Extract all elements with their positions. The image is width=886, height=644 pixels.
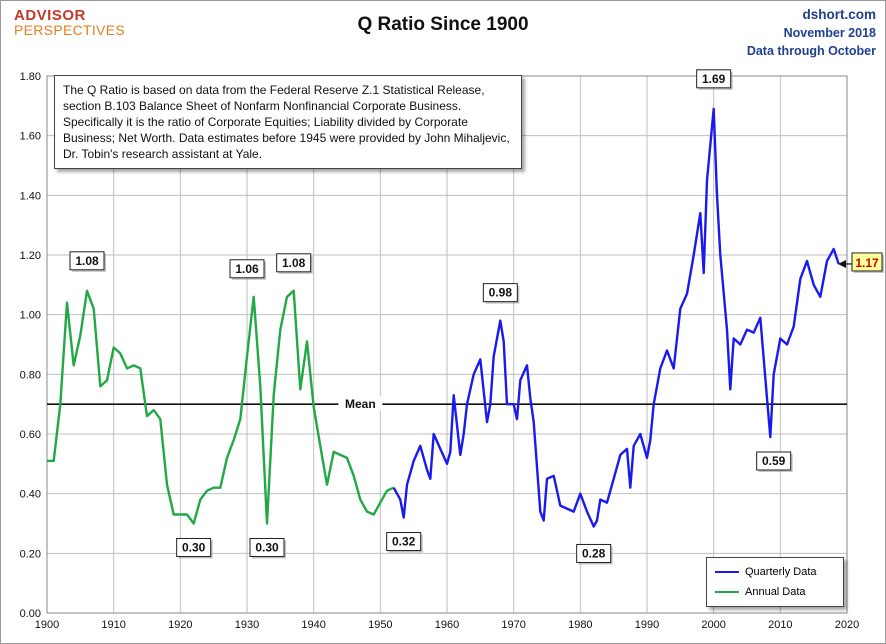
point-label-5: 0.32 (386, 532, 423, 553)
series-line-quarterly (392, 107, 840, 528)
point-label-box (249, 538, 285, 557)
point-label-text: 1.08 (282, 256, 306, 270)
y-tick-label-0.00: 0.00 (20, 608, 41, 620)
logo-line-1: ADVISOR (14, 7, 86, 24)
legend: Quarterly Data Annual Data (706, 557, 844, 607)
point-label-text: 1.08 (75, 254, 99, 268)
y-tick-label-1.20: 1.20 (20, 250, 41, 262)
point-label-6: 0.98 (482, 283, 520, 304)
x-tick-label-1990: 1990 (635, 619, 659, 631)
x-tick-label-1940: 1940 (301, 619, 325, 631)
point-label-box (696, 69, 732, 89)
x-tick-label-2000: 2000 (701, 619, 725, 631)
y-tick-label-1.00: 1.00 (20, 310, 41, 322)
point-label-4: 1.08 (276, 253, 313, 274)
y-tick-label-0.60: 0.60 (20, 429, 41, 441)
point-label-0: 1.08 (69, 251, 106, 272)
annotation-box: The Q Ratio is based on data from the Fe… (54, 75, 522, 169)
point-label-7: 0.28 (576, 543, 613, 565)
point-label-box (576, 543, 612, 563)
y-tick-label-0.20: 0.20 (20, 548, 41, 560)
chart-title: Q Ratio Since 1900 (357, 14, 529, 35)
legend-swatch-quarterly (715, 571, 739, 573)
point-label-box (756, 451, 792, 471)
legend-item-quarterly: Quarterly Data (715, 565, 817, 579)
x-tick-label-1970: 1970 (501, 619, 525, 631)
x-tick-label-1980: 1980 (568, 619, 592, 631)
point-label-text: 0.32 (392, 535, 416, 549)
point-label-text: 1.69 (702, 72, 726, 86)
point-label-9: 0.59 (756, 451, 793, 472)
point-label-2: 1.06 (229, 259, 266, 280)
point-label-text: 0.30 (182, 541, 206, 555)
x-tick-label-1960: 1960 (435, 619, 459, 631)
y-tick-label-0.80: 0.80 (20, 369, 41, 381)
point-label-text: 0.28 (582, 546, 606, 560)
current-value-label: 1.17 (855, 256, 879, 270)
point-label-box (229, 259, 265, 279)
source-site: dshort.com (802, 7, 876, 22)
x-tick-label-2010: 2010 (768, 619, 792, 631)
x-tick-label-1930: 1930 (235, 619, 259, 631)
legend-label-quarterly: Quarterly Data (745, 566, 817, 578)
legend-label-annual: Annual Data (745, 586, 806, 598)
x-tick-label-1920: 1920 (168, 619, 192, 631)
point-label-1: 0.30 (176, 538, 213, 559)
point-label-text: 0.59 (762, 454, 786, 468)
source-info: dshort.com November 2018 Data through Oc… (747, 6, 876, 60)
legend-item-annual: Annual Data (715, 585, 806, 599)
mean-label: Mean (345, 397, 376, 411)
current-label-box (851, 252, 883, 272)
publication-date: November 2018 (783, 26, 876, 40)
mean-label-bg (338, 396, 383, 411)
point-label-3: 0.30 (249, 538, 286, 559)
y-tick-label-0.40: 0.40 (20, 489, 41, 501)
point-label-box (386, 532, 422, 552)
x-tick-label-1950: 1950 (368, 619, 392, 631)
y-tick-label-1.60: 1.60 (20, 131, 41, 143)
data-through: Data through October (746, 44, 876, 58)
legend-swatch-annual (715, 591, 739, 593)
point-label-box (276, 253, 312, 273)
point-label-box (176, 538, 212, 557)
x-tick-label-2020: 2020 (835, 619, 859, 631)
point-label-8: 1.69 (696, 69, 733, 90)
point-label-box (482, 283, 518, 303)
series-line-annual (47, 289, 395, 525)
point-label-text: 0.98 (489, 286, 513, 300)
y-tick-label-1.80: 1.80 (20, 71, 41, 83)
y-tick-label-1.40: 1.40 (20, 190, 41, 202)
x-tick-label-1900: 1900 (35, 619, 59, 631)
advisor-perspectives-logo: ADVISOR PERSPECTIVES (14, 8, 125, 37)
point-label-box (69, 251, 105, 271)
point-label-text: 0.30 (255, 541, 279, 555)
point-label-text: 1.06 (235, 262, 259, 276)
logo-line-2: PERSPECTIVES (14, 22, 125, 38)
x-tick-label-1910: 1910 (101, 619, 125, 631)
